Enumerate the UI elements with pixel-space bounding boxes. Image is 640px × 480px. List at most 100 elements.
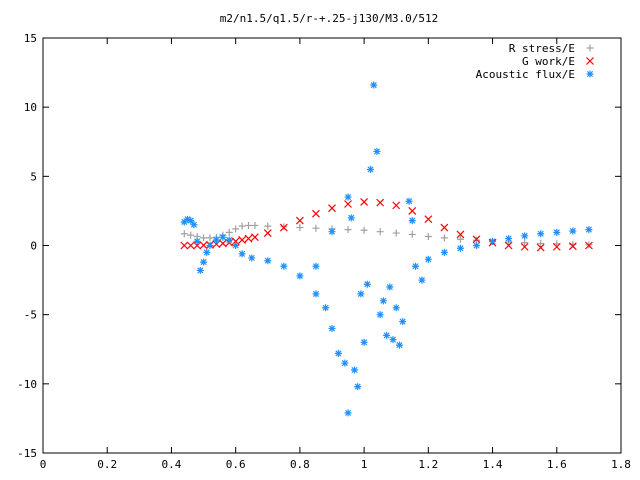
x-tick-label: 0.2	[97, 458, 117, 471]
chart-title: m2/n1.5/q1.5/r-+.25-j130/M3.0/512	[220, 12, 439, 25]
data-point	[251, 233, 259, 242]
data-point	[187, 231, 195, 239]
data-point	[344, 200, 352, 208]
data-point	[328, 228, 336, 236]
data-point	[357, 290, 365, 298]
data-point	[218, 239, 227, 248]
data-point	[296, 224, 304, 232]
data-point	[232, 225, 240, 233]
data-point	[347, 214, 355, 222]
data-point	[187, 217, 195, 225]
data-point	[200, 258, 208, 266]
data-point	[370, 81, 378, 89]
data-point	[238, 250, 246, 258]
data-point	[537, 239, 545, 247]
legend-label: Acoustic flux/E	[476, 68, 575, 81]
y-tick-label: -5	[24, 309, 37, 322]
data-point	[521, 232, 529, 240]
data-point	[199, 241, 208, 250]
data-point	[473, 242, 480, 249]
data-point	[392, 229, 400, 237]
series-1	[180, 198, 593, 252]
data-point	[360, 198, 369, 206]
data-point	[225, 228, 233, 236]
data-point	[360, 226, 368, 234]
data-point	[584, 241, 593, 250]
series-2	[180, 81, 593, 417]
data-point	[376, 198, 385, 207]
data-point	[251, 221, 259, 229]
data-point	[379, 297, 387, 305]
data-point	[418, 276, 426, 284]
data-point	[585, 226, 593, 234]
data-point	[456, 235, 464, 243]
data-point	[552, 242, 561, 251]
data-point	[264, 257, 272, 265]
data-point	[376, 311, 384, 319]
axes: 0 0.2 0.4 0.6 0.8 1 1.2 1.4 1.6 1.8 -15 -10 -5 0 5 10 15	[17, 32, 631, 471]
data-point	[505, 235, 513, 243]
x-tick-label: 0.4	[162, 458, 182, 471]
data-point	[408, 230, 416, 238]
data-point	[203, 248, 211, 256]
data-point	[440, 234, 448, 242]
data-point	[521, 239, 529, 247]
data-point	[392, 201, 401, 210]
data-point	[225, 236, 233, 244]
data-point	[279, 223, 288, 232]
data-point	[536, 243, 545, 252]
x-tick-label: 1.2	[418, 458, 438, 471]
data-point	[280, 262, 288, 270]
data-point	[344, 193, 352, 201]
data-point	[344, 409, 352, 417]
data-point	[200, 234, 208, 242]
data-point	[248, 254, 256, 262]
data-point	[363, 280, 371, 288]
data-point	[180, 230, 188, 238]
x-tick-label: 0	[40, 458, 47, 471]
x-tick-label: 1.4	[483, 458, 503, 471]
data-point	[392, 304, 400, 312]
data-point	[408, 206, 417, 215]
data-point	[180, 241, 189, 250]
data-point	[395, 341, 403, 349]
data-point	[190, 221, 198, 229]
data-point	[264, 222, 272, 230]
data-point	[328, 325, 336, 332]
data-point	[386, 283, 394, 291]
data-point	[440, 248, 448, 256]
data-point	[537, 230, 545, 238]
data-point	[520, 242, 529, 251]
data-point	[296, 272, 304, 280]
data-point	[193, 237, 201, 245]
y-tick-label: 15	[24, 32, 37, 45]
legend-marker	[586, 44, 594, 52]
data-point	[180, 218, 188, 226]
data-point	[206, 234, 214, 242]
plot-frame	[42, 37, 622, 454]
y-tick-label: -15	[17, 447, 37, 460]
y-tick-label: 10	[24, 101, 37, 114]
data-point	[312, 262, 320, 270]
data-point	[424, 215, 433, 224]
data-point	[569, 227, 577, 235]
x-tick-label: 0.6	[226, 458, 246, 471]
data-point	[322, 304, 330, 312]
data-point	[489, 237, 497, 245]
data-point	[424, 255, 432, 263]
x-tick-label: 1.8	[611, 458, 631, 471]
data-point	[405, 197, 413, 205]
data-point	[408, 217, 416, 225]
y-tick-label: -10	[17, 378, 37, 391]
data-point	[354, 383, 362, 391]
x-tick-label: 1.6	[547, 458, 567, 471]
data-point	[440, 223, 449, 232]
data-point	[245, 221, 253, 229]
legend-marker	[586, 57, 594, 65]
data-point	[456, 244, 464, 252]
data-point	[344, 226, 352, 234]
data-point	[350, 366, 358, 374]
x-tick-label: 1	[361, 458, 368, 471]
